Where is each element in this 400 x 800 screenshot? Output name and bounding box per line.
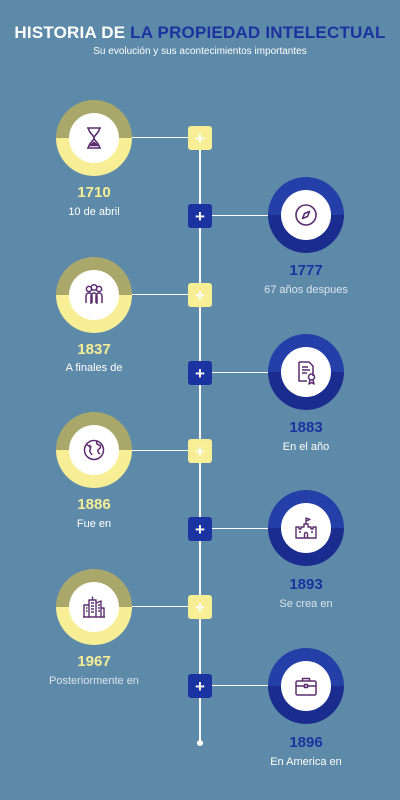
icon-holder [69, 582, 119, 632]
connector-line [131, 294, 188, 295]
timeline-description: A finales de [65, 362, 123, 374]
timeline-node [268, 648, 344, 724]
timeline-end-dot [197, 740, 203, 746]
connector-line [212, 685, 270, 686]
connector-line [212, 372, 270, 373]
expand-button[interactable]: + [188, 126, 212, 150]
expand-button[interactable]: + [188, 517, 212, 541]
certificate-icon [298, 361, 316, 385]
timeline-year: 1883 [289, 419, 323, 436]
expand-button[interactable]: + [188, 595, 212, 619]
castle-icon [295, 517, 317, 539]
timeline-description: Fue en [76, 518, 112, 530]
timeline-description: 67 años despues [264, 284, 348, 296]
expand-button[interactable]: + [188, 361, 212, 385]
timeline-description: En el año [282, 441, 330, 453]
timeline-year: 1896 [289, 734, 323, 751]
expand-button[interactable]: + [188, 674, 212, 698]
timeline-year: 1777 [289, 262, 323, 279]
briefcase-icon [295, 677, 317, 696]
icon-holder [69, 270, 119, 320]
timeline-node [268, 334, 344, 410]
icon-holder [69, 113, 119, 163]
people-icon [85, 283, 103, 304]
expand-button[interactable]: + [188, 204, 212, 228]
timeline-node [56, 257, 132, 333]
timeline-description: En America en [270, 756, 342, 768]
timeline-description: Se crea en [279, 598, 333, 610]
timeline-year: 1893 [289, 576, 323, 593]
timeline-node [56, 412, 132, 488]
icon-holder [69, 425, 119, 475]
compass-icon [295, 204, 317, 226]
timeline-year: 1837 [77, 341, 111, 358]
icon-holder [281, 503, 331, 553]
timeline-node [56, 100, 132, 176]
icon-holder [281, 347, 331, 397]
icon-holder [281, 190, 331, 240]
connector-line [212, 215, 270, 216]
hourglass-icon [87, 127, 101, 149]
timeline-year: 1886 [77, 496, 111, 513]
timeline-year: 1967 [77, 653, 111, 670]
timeline-year: 1710 [77, 184, 111, 201]
connector-line [131, 450, 188, 451]
connector-line [131, 606, 188, 607]
timeline-description: 10 de abril [68, 206, 120, 218]
title-part-white: HISTORIA DE [14, 23, 131, 42]
connector-line [131, 137, 188, 138]
icon-holder [281, 661, 331, 711]
title-part-blue: LA PROPIEDAD INTELECTUAL [130, 23, 386, 42]
expand-button[interactable]: + [188, 283, 212, 307]
timeline-node [268, 490, 344, 566]
connector-line [212, 528, 270, 529]
timeline-description: Posteriormente en [49, 675, 139, 687]
buildings-icon [83, 596, 105, 618]
timeline-node [56, 569, 132, 645]
header: HISTORIA DE LA PROPIEDAD INTELECTUAL Su … [0, 22, 400, 57]
page-title: HISTORIA DE LA PROPIEDAD INTELECTUAL [0, 22, 400, 44]
expand-button[interactable]: + [188, 439, 212, 463]
timeline-node [268, 177, 344, 253]
globe-icon [83, 439, 105, 461]
page-subtitle: Su evolución y sus acontecimientos impor… [93, 46, 307, 57]
